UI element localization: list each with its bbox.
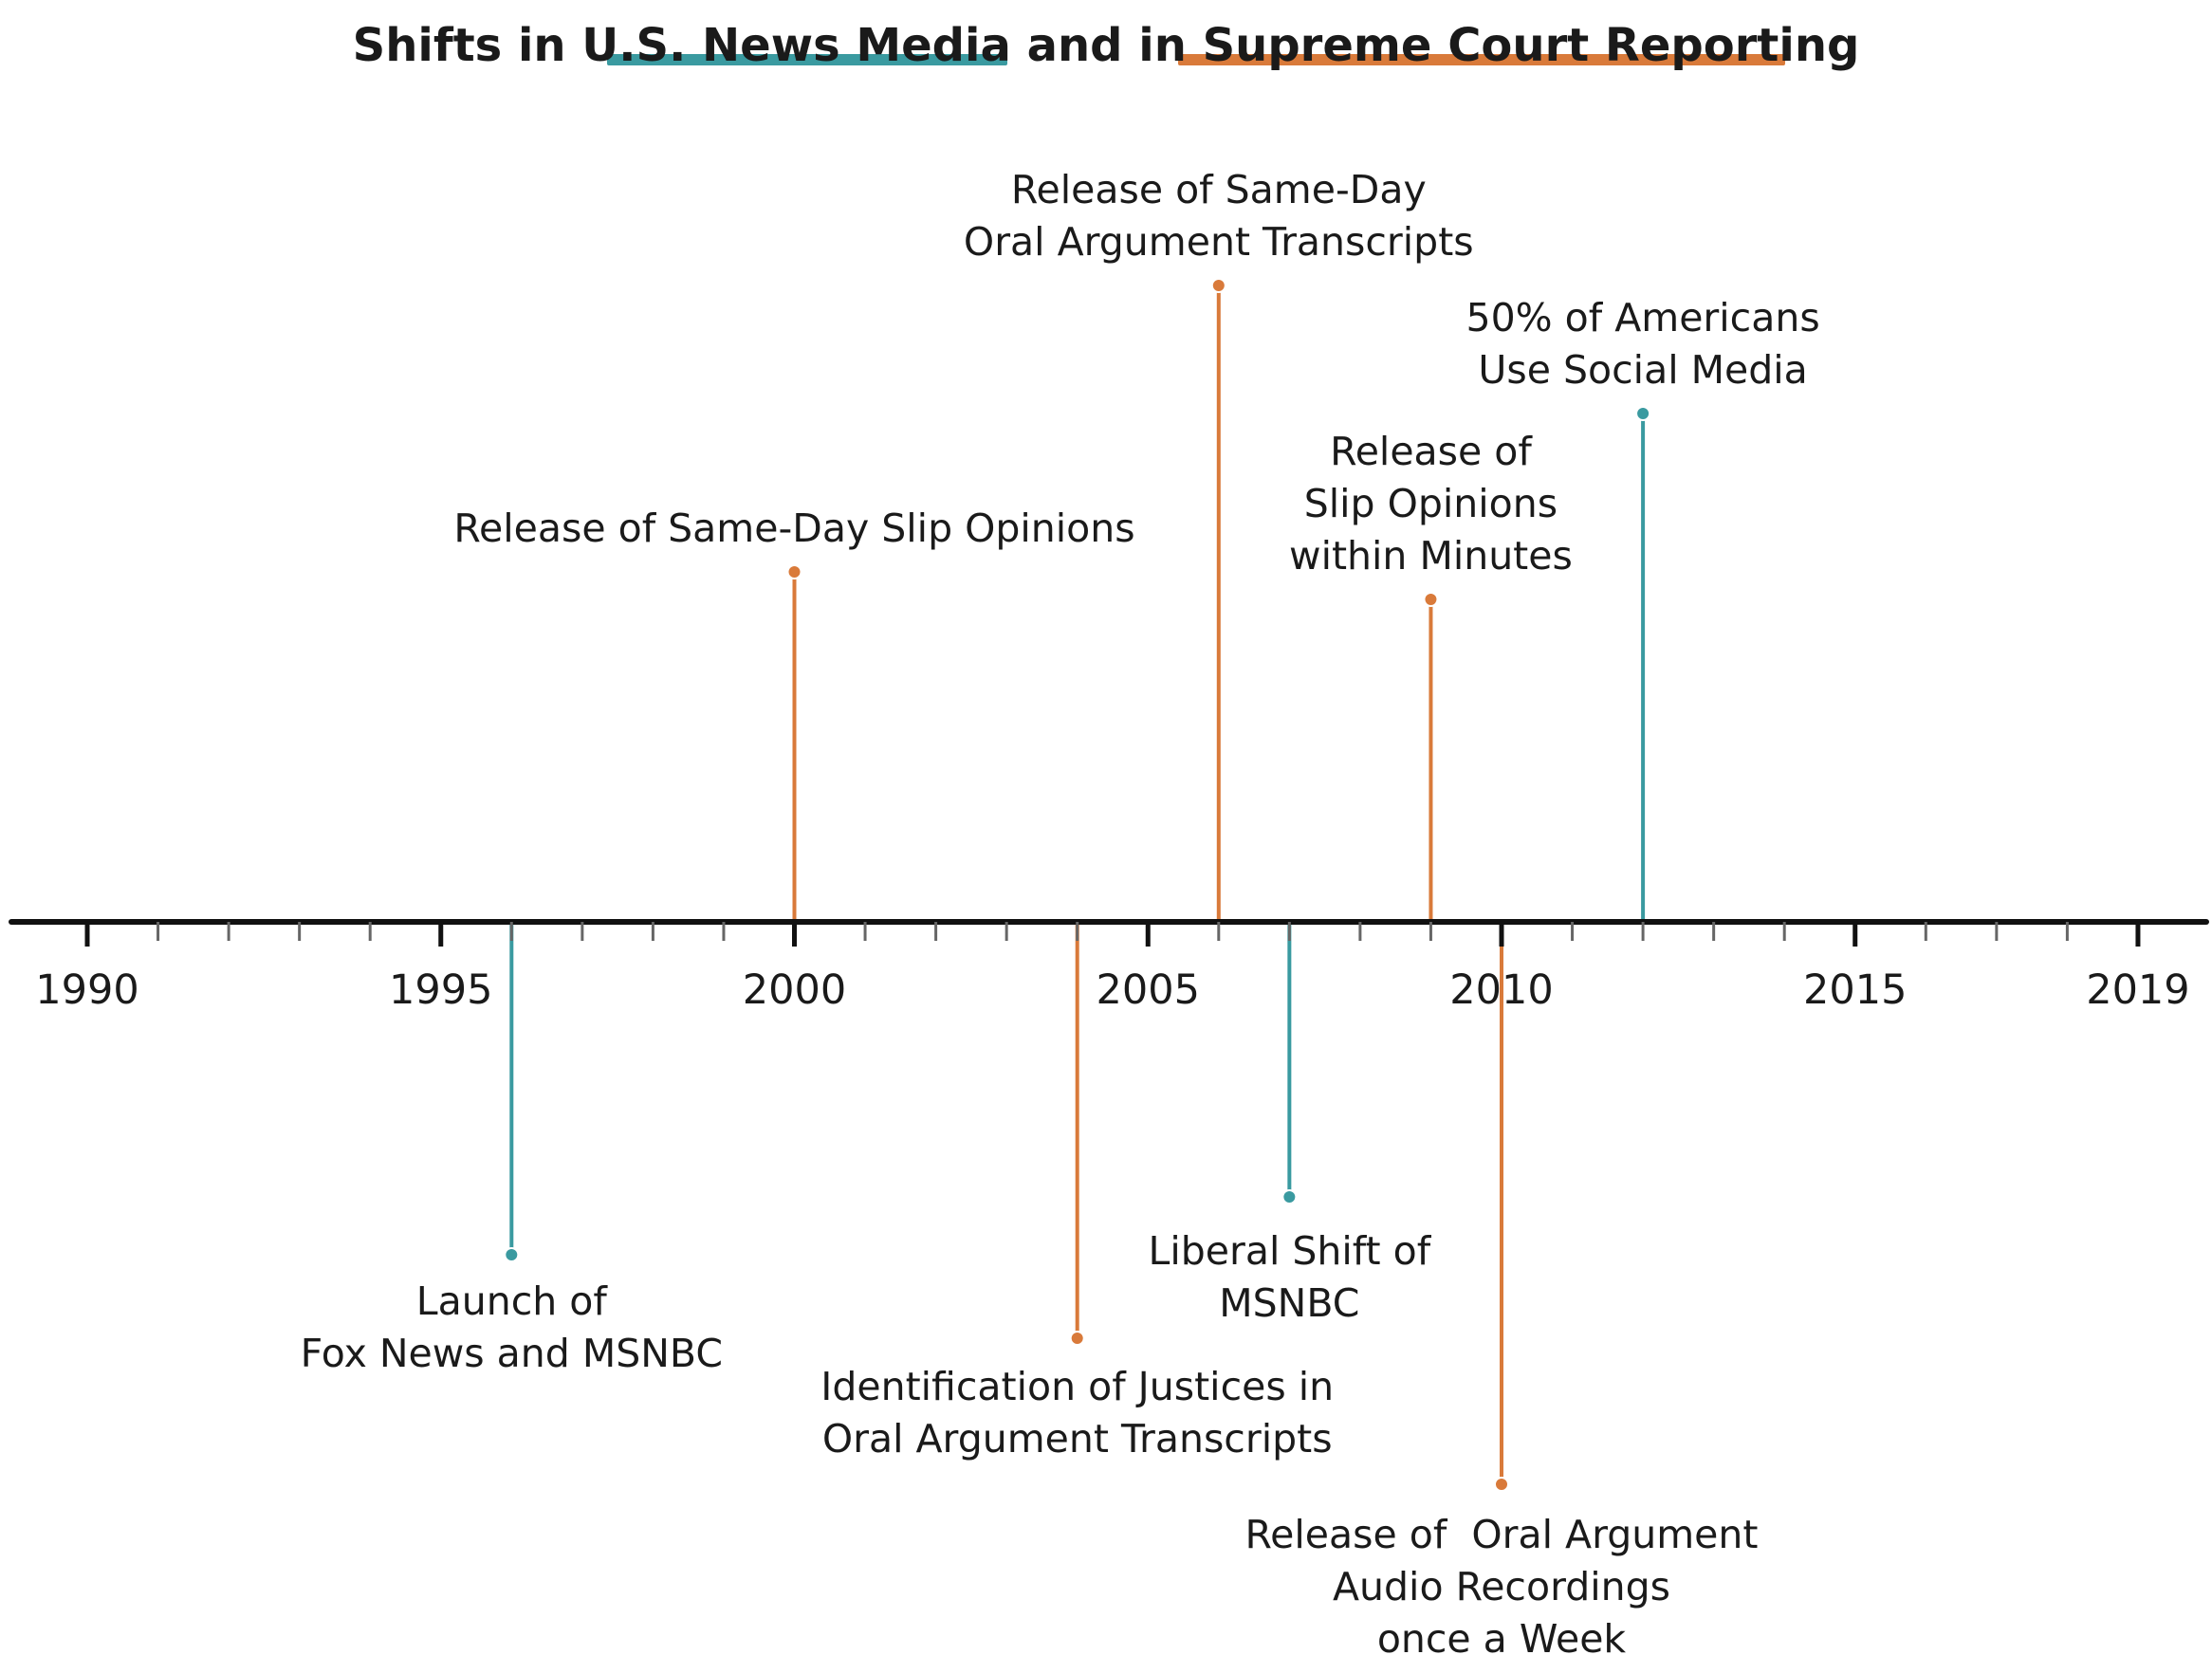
title-part2: and in: [1011, 19, 1203, 72]
event-label: Release of Same-Day Oral Argument Transcr…: [964, 167, 1474, 265]
media-underline: [607, 54, 1007, 65]
event-label-line: MSNBC: [1219, 1280, 1359, 1326]
event-label: Identification of Justices in Oral Argume…: [820, 1364, 1334, 1462]
event-label: 50% of Americans Use Social Media: [1466, 295, 1820, 393]
event-label-line: Fox News and MSNBC: [301, 1331, 723, 1376]
event-marker: [786, 564, 802, 579]
event-label-line: Release of Oral Argument: [1245, 1512, 1759, 1557]
year-label: 2015: [1803, 966, 1907, 1014]
event-label-line: once a Week: [1377, 1616, 1627, 1655]
event-labels: Launch of Fox News and MSNBC Release of Sa…: [301, 167, 1820, 1655]
year-label: 2019: [2086, 966, 2189, 1014]
event-label-line: Identification of Justices in: [820, 1364, 1334, 1409]
year-label: 1995: [389, 966, 492, 1014]
year-label: 2010: [1449, 966, 1553, 1014]
year-label: 1990: [35, 966, 138, 1014]
event-label-line: Release of: [1330, 429, 1533, 474]
chart-title: Shifts in U.S. News Media and in Supreme…: [353, 19, 1860, 72]
title-group: Shifts in U.S. News Media and in Supreme…: [353, 19, 1860, 72]
event-label: Liberal Shift of MSNBC: [1149, 1228, 1432, 1326]
time-axis: 1990 1995 2000 2005 2010 2015 2019: [9, 919, 2209, 1014]
title-court-phrase: Supreme Court Reporting: [1203, 19, 1860, 72]
event-label: Release of Slip Opinions within Minutes: [1289, 429, 1573, 579]
event-label-line: Oral Argument Transcripts: [822, 1416, 1333, 1462]
event-label-line: Audio Recordings: [1333, 1564, 1670, 1609]
event-label-line: Launch of: [416, 1278, 609, 1324]
year-label: 2005: [1097, 966, 1200, 1014]
event-marker: [504, 1247, 520, 1262]
year-labels: 1990 1995 2000 2005 2010 2015 2019: [35, 966, 2189, 1014]
event-stems: [509, 285, 1646, 1484]
event-label-line: Release of Same-Day Slip Opinions: [453, 506, 1134, 551]
event-label-line: Liberal Shift of: [1149, 1228, 1432, 1274]
event-marker: [1494, 1477, 1509, 1492]
event-markers: [504, 278, 1651, 1492]
event-label-line: 50% of Americans: [1466, 295, 1820, 340]
event-marker: [1281, 1189, 1298, 1204]
event-label-line: Release of Same-Day: [1011, 167, 1427, 212]
title-part1: Shifts in: [353, 19, 582, 72]
event-marker: [1423, 592, 1439, 607]
event-label: Launch of Fox News and MSNBC: [301, 1278, 723, 1376]
event-marker: [1069, 1331, 1085, 1346]
event-marker: [1210, 278, 1226, 293]
year-label: 2000: [743, 966, 846, 1014]
axis-ticks: [84, 922, 2141, 947]
event-label-line: within Minutes: [1289, 533, 1573, 579]
event-label-line: Oral Argument Transcripts: [964, 219, 1474, 265]
event-marker: [1635, 406, 1651, 421]
title-media-phrase: U.S. News Media: [581, 19, 1011, 72]
event-label-line: Slip Opinions: [1304, 481, 1558, 526]
court-underline: [1178, 54, 1785, 65]
event-label: Release of Same-Day Slip Opinions: [453, 506, 1134, 551]
event-label: Release of Oral Argument Audio Recordings…: [1245, 1512, 1759, 1655]
event-label-line: Use Social Media: [1478, 347, 1807, 393]
